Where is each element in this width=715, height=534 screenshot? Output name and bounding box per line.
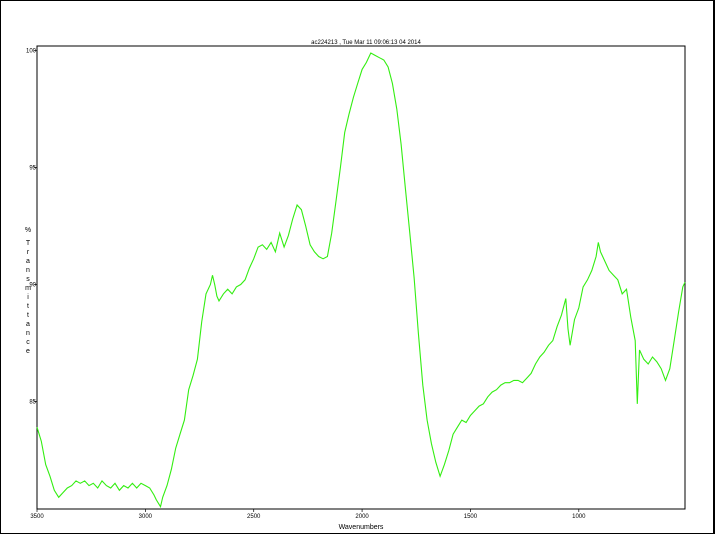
y-axis-title-letter: n bbox=[26, 267, 30, 274]
y-tick-label: 85 bbox=[29, 399, 36, 405]
y-axis-title-letter: T bbox=[26, 240, 31, 247]
x-tick-label: 2000 bbox=[355, 514, 369, 520]
y-axis-title-letter: a bbox=[26, 258, 30, 265]
y-axis-title-letter: s bbox=[26, 276, 30, 283]
y-axis-title-letter: % bbox=[25, 227, 31, 234]
y-axis-title-letter: t bbox=[27, 312, 29, 319]
spectrum-line bbox=[36, 52, 686, 509]
y-axis-title-letter: c bbox=[26, 339, 30, 346]
x-tick-label: 1500 bbox=[464, 514, 478, 520]
y-axis-title-letter: m bbox=[25, 285, 31, 292]
plot-area bbox=[36, 45, 686, 510]
y-axis-title-letter: i bbox=[27, 294, 29, 301]
chart-title: ac224213 , Tue Mar 11 09:06:13 04 2014 bbox=[311, 40, 421, 46]
y-tick-label: 100 bbox=[26, 49, 37, 55]
y-axis-title-letter: a bbox=[26, 321, 30, 328]
y-axis-title-letter: e bbox=[26, 348, 30, 355]
x-tick-label: 1000 bbox=[572, 514, 586, 520]
y-axis: 85 90 95 100 bbox=[26, 49, 37, 405]
y-tick-label: 90 bbox=[29, 283, 36, 289]
y-axis-title-letter: n bbox=[26, 330, 30, 337]
y-axis-title-letter: r bbox=[27, 249, 30, 256]
x-axis-title: Wavenumbers bbox=[339, 524, 384, 531]
y-tick-label: 95 bbox=[29, 166, 36, 172]
x-tick-label: 3500 bbox=[30, 514, 44, 520]
x-tick-label: 3000 bbox=[139, 514, 153, 520]
y-axis-title-letter: t bbox=[27, 303, 29, 310]
x-axis: 3500 3000 2500 2000 1500 1000 bbox=[30, 509, 586, 520]
x-tick-label: 2500 bbox=[247, 514, 261, 520]
